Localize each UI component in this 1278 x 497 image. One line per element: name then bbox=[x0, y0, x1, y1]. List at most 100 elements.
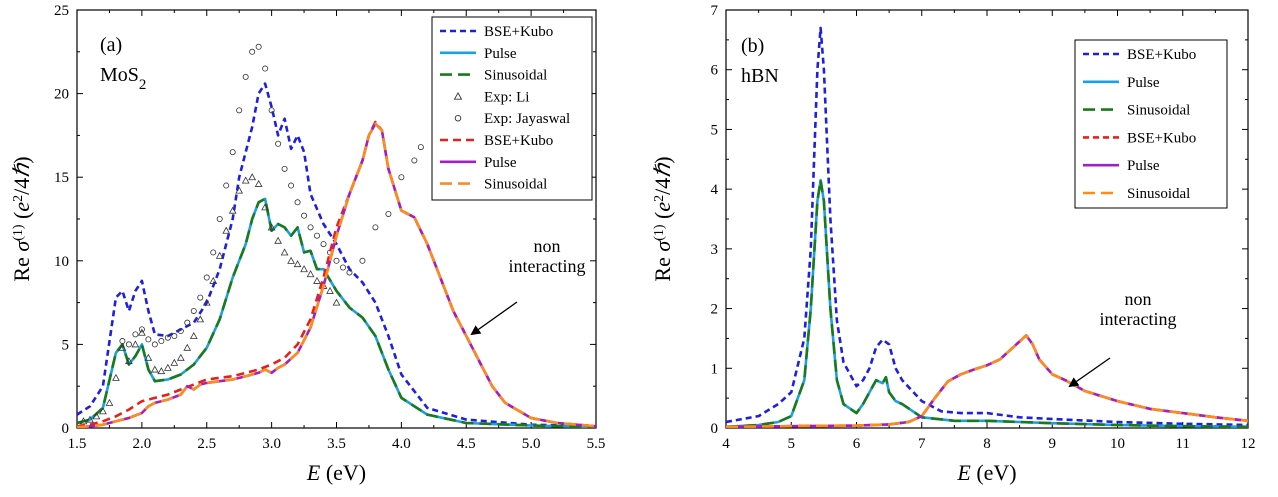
y-axis-title: Re σ(1) (e2/4ℏ) bbox=[650, 156, 675, 281]
data-point-circle bbox=[204, 275, 209, 280]
legend: BSE+KuboPulseSinusoidalBSE+KuboPulseSinu… bbox=[1075, 40, 1227, 208]
legend-label: Sinusoidal bbox=[1127, 186, 1190, 202]
y-tick-label: 0 bbox=[62, 421, 70, 437]
legend-label: BSE+Kubo bbox=[484, 133, 553, 149]
y-axis-title: Re σ(1) (e2/4ℏ) bbox=[9, 156, 34, 281]
data-point-circle bbox=[386, 211, 391, 216]
data-point-circle bbox=[282, 166, 287, 171]
data-point-circle bbox=[146, 337, 151, 342]
y-tick-label: 20 bbox=[54, 87, 69, 103]
x-tick-label: 3.5 bbox=[327, 436, 346, 452]
legend-label: Sinusoidal bbox=[1127, 103, 1190, 119]
y-tick-label: 6 bbox=[711, 63, 719, 79]
x-tick-label: 10 bbox=[1110, 436, 1125, 452]
material-label: hBN bbox=[741, 65, 779, 87]
y-tick-label: 5 bbox=[62, 337, 70, 353]
data-point-triangle bbox=[165, 365, 171, 371]
legend-label: BSE+Kubo bbox=[484, 24, 553, 40]
data-point-circle bbox=[334, 258, 339, 263]
x-axis-title: E (eV) bbox=[306, 460, 366, 485]
data-point-circle bbox=[159, 338, 164, 343]
x-tick-label: 2.0 bbox=[133, 436, 152, 452]
annotation-line-1: non bbox=[1125, 289, 1152, 309]
legend-label: Pulse bbox=[1127, 158, 1160, 174]
material-label: MoS2 bbox=[100, 64, 146, 93]
x-tick-label: 3.0 bbox=[262, 436, 281, 452]
legend-label: Pulse bbox=[1127, 75, 1160, 91]
y-tick-label: 7 bbox=[711, 3, 719, 19]
data-point-circle bbox=[276, 141, 281, 146]
y-tick-label: 15 bbox=[54, 170, 69, 186]
x-tick-label: 11 bbox=[1176, 436, 1190, 452]
x-tick-label: 12 bbox=[1241, 436, 1256, 452]
data-point-circle bbox=[360, 258, 365, 263]
x-tick-label: 7 bbox=[918, 436, 926, 452]
chart-panel-a: 1.5 2.0 2.5 3.0 3.5 4.0 4.5 5.0 5.50510152025E (… bbox=[9, 3, 605, 485]
panel-label: (b) bbox=[741, 35, 764, 57]
data-point-triangle bbox=[152, 366, 158, 372]
data-point-circle bbox=[250, 49, 255, 54]
y-tick-label: 2 bbox=[711, 302, 719, 318]
data-point-circle bbox=[133, 332, 138, 337]
annotation-line-2: interacting bbox=[509, 256, 586, 276]
data-point-triangle bbox=[106, 400, 112, 406]
annotation-line-1: non bbox=[534, 236, 561, 256]
data-point-triangle bbox=[184, 345, 190, 351]
x-tick-label: 6 bbox=[853, 436, 861, 452]
data-point-triangle bbox=[281, 249, 287, 255]
data-point-circle bbox=[152, 342, 157, 347]
x-tick-label: 1.5 bbox=[68, 436, 87, 452]
data-point-circle bbox=[237, 108, 242, 113]
series-exp-li-3 bbox=[80, 174, 339, 424]
data-point-circle bbox=[243, 74, 248, 79]
x-tick-label: 4.0 bbox=[392, 436, 411, 452]
data-point-circle bbox=[301, 213, 306, 218]
data-point-triangle bbox=[132, 341, 138, 347]
series-sinusoidal-2 bbox=[726, 180, 1248, 427]
data-point-triangle bbox=[294, 261, 300, 267]
data-point-triangle bbox=[255, 181, 261, 187]
data-point-circle bbox=[198, 295, 203, 300]
x-tick-label: 2.5 bbox=[197, 436, 216, 452]
data-point-circle bbox=[314, 233, 319, 238]
y-tick-label: 4 bbox=[711, 182, 719, 198]
x-tick-label: 5.0 bbox=[522, 436, 541, 452]
legend-label: BSE+Kubo bbox=[1127, 47, 1196, 63]
x-tick-label: 8 bbox=[983, 436, 991, 452]
series-exp-jayaswal-4 bbox=[120, 44, 424, 347]
data-point-triangle bbox=[249, 174, 255, 180]
legend-label: Pulse bbox=[484, 46, 517, 62]
y-tick-label: 5 bbox=[711, 122, 719, 138]
data-point-circle bbox=[412, 158, 417, 163]
data-point-circle bbox=[191, 308, 196, 313]
data-point-triangle bbox=[288, 258, 294, 264]
x-axis-unit: (eV) bbox=[971, 460, 1017, 485]
data-point-circle bbox=[308, 225, 313, 230]
data-point-triangle bbox=[275, 238, 281, 244]
annotation-arrow bbox=[1070, 358, 1110, 386]
data-point-triangle bbox=[171, 360, 177, 366]
x-axis-unit: (eV) bbox=[320, 460, 366, 485]
legend-label: Pulse bbox=[484, 155, 517, 171]
data-point-triangle bbox=[197, 316, 203, 322]
series-pulse-1 bbox=[726, 180, 1248, 427]
data-point-circle bbox=[399, 175, 404, 180]
y-tick-label: 10 bbox=[54, 254, 69, 270]
legend: BSE+KuboPulseSinusoidalExp: LiExp: Jayas… bbox=[432, 17, 592, 200]
data-point-circle bbox=[295, 200, 300, 205]
data-point-triangle bbox=[178, 355, 184, 361]
data-point-circle bbox=[256, 44, 261, 49]
annotation-line-2: interacting bbox=[1100, 309, 1177, 329]
data-point-triangle bbox=[314, 278, 320, 284]
x-axis-title: E (eV) bbox=[956, 460, 1016, 485]
data-point-triangle bbox=[333, 299, 339, 305]
x-axis-var: E bbox=[956, 460, 971, 485]
legend-box bbox=[432, 17, 592, 200]
data-point-triangle bbox=[307, 271, 313, 277]
data-point-circle bbox=[288, 183, 293, 188]
data-point-circle bbox=[211, 250, 216, 255]
annotation-arrow bbox=[472, 302, 517, 334]
legend-label: Exp: Jayaswal bbox=[484, 111, 570, 127]
